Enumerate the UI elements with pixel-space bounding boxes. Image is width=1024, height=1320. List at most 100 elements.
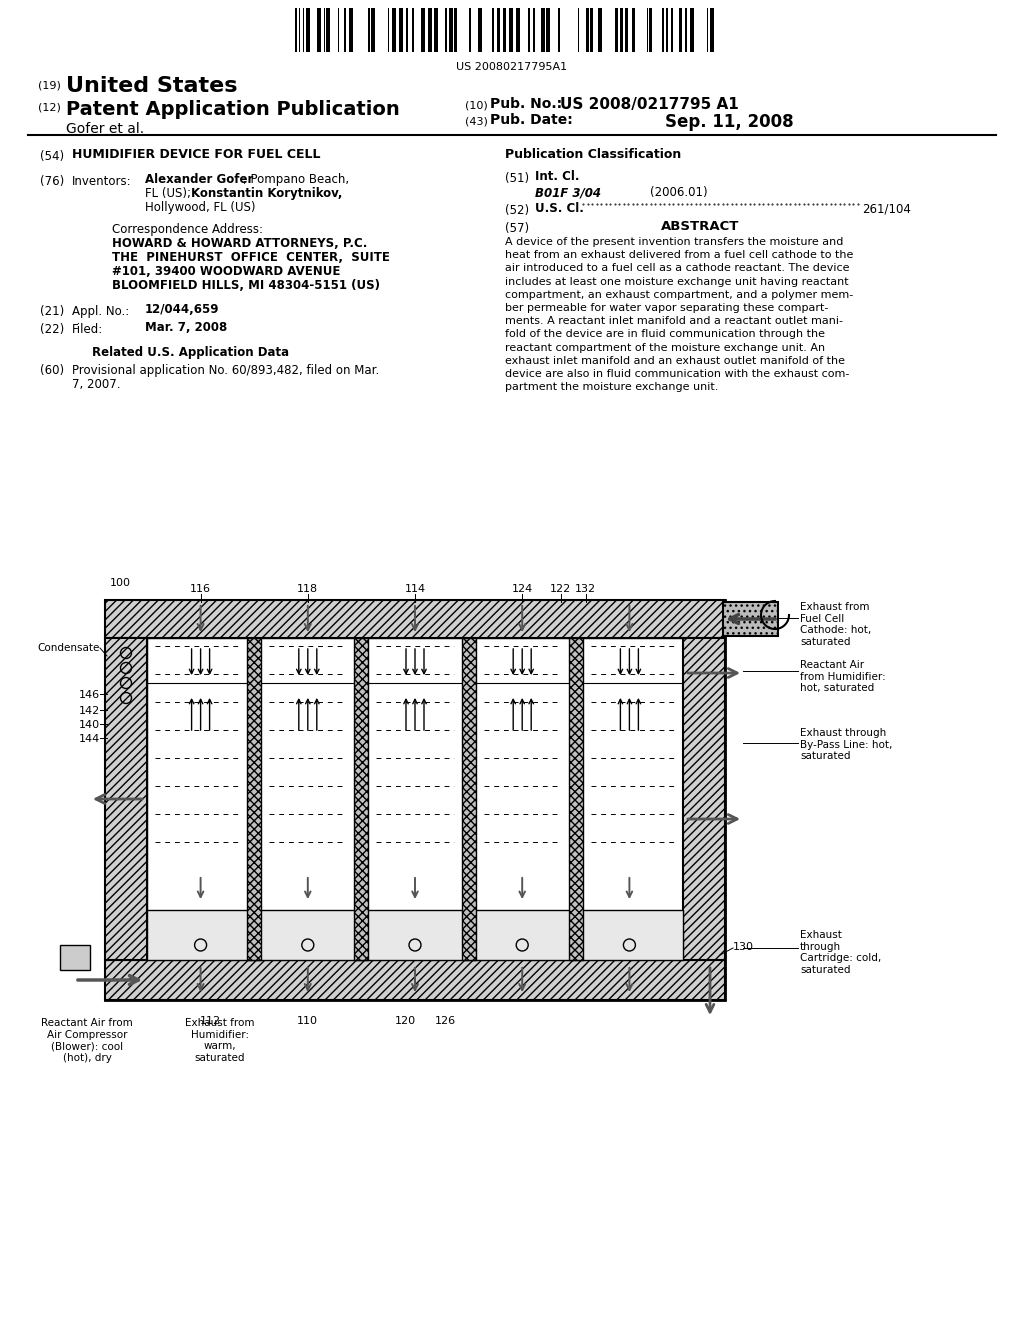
Text: 120: 120 — [394, 1016, 416, 1026]
Text: Gofer et al.: Gofer et al. — [66, 121, 144, 136]
Text: heat from an exhaust delivered from a fuel cell cathode to the: heat from an exhaust delivered from a fu… — [505, 251, 853, 260]
Text: Exhaust
through
Cartridge: cold,
saturated: Exhaust through Cartridge: cold, saturat… — [800, 931, 882, 974]
Bar — [371, 8, 375, 51]
Text: Alexander Gofer: Alexander Gofer — [145, 173, 253, 186]
Bar — [620, 8, 623, 51]
Text: Reactant Air from
Air Compressor
(Blower): cool
(hot), dry: Reactant Air from Air Compressor (Blower… — [41, 1018, 133, 1063]
Text: THE  PINEHURST  OFFICE  CENTER,  SUITE: THE PINEHURST OFFICE CENTER, SUITE — [112, 251, 390, 264]
Text: Filed:: Filed: — [72, 323, 103, 337]
Bar — [683, 638, 725, 960]
Text: air introduced to a fuel cell as a cathode reactant. The device: air introduced to a fuel cell as a catho… — [505, 264, 850, 273]
Text: Exhaust from
Humidifier:
warm,
saturated: Exhaust from Humidifier: warm, saturated — [185, 1018, 255, 1063]
Text: 140: 140 — [79, 719, 100, 730]
Bar — [105, 960, 725, 1001]
Text: 7, 2007.: 7, 2007. — [72, 378, 121, 391]
Bar — [671, 8, 673, 51]
Bar — [632, 8, 635, 51]
Text: Exhaust from
Fuel Cell
Cathode: hot,
saturated: Exhaust from Fuel Cell Cathode: hot, sat… — [800, 602, 871, 647]
Bar — [492, 8, 494, 51]
Text: Patent Application Publication: Patent Application Publication — [66, 100, 399, 119]
Text: 114: 114 — [404, 583, 426, 594]
Bar — [568, 638, 583, 960]
Text: A device of the present invention transfers the moisture and: A device of the present invention transf… — [505, 238, 844, 247]
Text: ABSTRACT: ABSTRACT — [660, 220, 739, 234]
Bar — [690, 8, 694, 51]
Text: 142: 142 — [79, 706, 100, 715]
Text: 146: 146 — [79, 690, 100, 700]
Bar — [685, 8, 687, 51]
Text: (57): (57) — [505, 222, 529, 235]
Text: US 20080217795A1: US 20080217795A1 — [457, 62, 567, 73]
Text: FL (US);: FL (US); — [145, 187, 195, 201]
Bar — [368, 8, 370, 51]
Bar — [349, 8, 353, 51]
Text: US 2008/0217795 A1: US 2008/0217795 A1 — [560, 96, 738, 112]
Bar — [558, 8, 560, 51]
Bar — [541, 8, 545, 51]
Text: (21): (21) — [40, 305, 65, 318]
Text: (10): (10) — [465, 100, 487, 110]
Text: (22): (22) — [40, 323, 65, 337]
Text: (51): (51) — [505, 172, 529, 185]
Text: reactant compartment of the moisture exchange unit. An: reactant compartment of the moisture exc… — [505, 343, 825, 352]
Bar — [679, 8, 682, 51]
Text: HOWARD & HOWARD ATTORNEYS, P.C.: HOWARD & HOWARD ATTORNEYS, P.C. — [112, 238, 368, 249]
Bar — [546, 8, 550, 51]
Bar — [478, 8, 482, 51]
Bar — [615, 8, 618, 51]
Text: 132: 132 — [575, 583, 596, 594]
Text: U.S. Cl.: U.S. Cl. — [535, 202, 584, 215]
Bar — [509, 8, 513, 51]
Text: Publication Classification: Publication Classification — [505, 148, 681, 161]
Bar — [723, 602, 778, 636]
Text: Sep. 11, 2008: Sep. 11, 2008 — [665, 114, 794, 131]
Text: partment the moisture exchange unit.: partment the moisture exchange unit. — [505, 383, 719, 392]
Bar — [598, 8, 602, 51]
Text: Pub. No.:: Pub. No.: — [490, 96, 562, 111]
Bar — [317, 8, 321, 51]
Text: 118: 118 — [297, 583, 318, 594]
Text: #101, 39400 WOODWARD AVENUE: #101, 39400 WOODWARD AVENUE — [112, 265, 340, 279]
Text: Pub. Date:: Pub. Date: — [490, 114, 572, 127]
Text: (54): (54) — [40, 150, 65, 162]
Text: 110: 110 — [297, 1016, 318, 1026]
Text: (12): (12) — [38, 103, 60, 114]
Bar — [406, 8, 408, 51]
Text: Exhaust through
By-Pass Line: hot,
saturated: Exhaust through By-Pass Line: hot, satur… — [800, 729, 892, 762]
Bar — [105, 638, 147, 960]
Bar — [434, 8, 438, 51]
Text: Int. Cl.: Int. Cl. — [535, 170, 580, 183]
Text: Related U.S. Application Data: Related U.S. Application Data — [92, 346, 289, 359]
Bar — [625, 8, 628, 51]
Bar — [516, 8, 520, 51]
Bar — [247, 638, 261, 960]
Bar — [105, 601, 725, 1001]
Text: BLOOMFIELD HILLS, MI 48304-5151 (US): BLOOMFIELD HILLS, MI 48304-5151 (US) — [112, 279, 380, 292]
Text: United States: United States — [66, 77, 238, 96]
Bar — [462, 638, 475, 960]
Text: Hollywood, FL (US): Hollywood, FL (US) — [145, 201, 256, 214]
Text: (52): (52) — [505, 205, 529, 216]
Text: 112: 112 — [200, 1016, 221, 1026]
Bar — [412, 8, 414, 51]
Text: 116: 116 — [190, 583, 211, 594]
Text: B01F 3/04: B01F 3/04 — [535, 186, 601, 199]
Bar — [666, 8, 668, 51]
Bar — [503, 8, 506, 51]
Text: 12/044,659: 12/044,659 — [145, 304, 219, 315]
Text: 130: 130 — [733, 942, 754, 952]
Text: 124: 124 — [512, 583, 532, 594]
Text: (19): (19) — [38, 81, 60, 90]
Bar — [306, 8, 310, 51]
Text: (43): (43) — [465, 116, 487, 125]
Text: Mar. 7, 2008: Mar. 7, 2008 — [145, 321, 227, 334]
Text: device are also in fluid communication with the exhaust com-: device are also in fluid communication w… — [505, 370, 849, 379]
Bar — [60, 945, 90, 970]
Bar — [354, 638, 369, 960]
Bar — [449, 8, 453, 51]
Bar — [421, 8, 425, 51]
Text: 122: 122 — [550, 583, 571, 594]
Bar — [586, 8, 589, 51]
Text: Condensate: Condensate — [38, 643, 100, 653]
Bar — [399, 8, 403, 51]
